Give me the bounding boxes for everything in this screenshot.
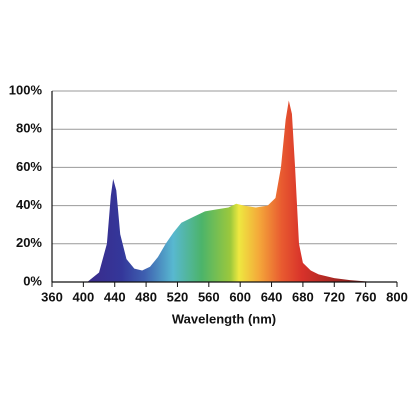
x-tick-label: 360 — [41, 289, 63, 304]
spectrum-area — [87, 100, 374, 282]
y-tick-label: 20% — [16, 235, 42, 250]
y-tick-label: 40% — [16, 197, 42, 212]
x-tick-label: 680 — [292, 289, 314, 304]
y-tick-label: 80% — [16, 121, 42, 136]
x-tick-label: 760 — [355, 289, 377, 304]
y-tick-label: 0% — [23, 273, 42, 288]
x-tick-label: 440 — [104, 289, 126, 304]
x-tick-label: 480 — [135, 289, 157, 304]
x-tick-label: 400 — [73, 289, 95, 304]
x-axis-label: Wavelength (nm) — [172, 311, 276, 326]
x-tick-label: 600 — [229, 289, 251, 304]
x-tick-label: 560 — [198, 289, 220, 304]
y-tick-label: 100% — [9, 82, 43, 97]
plot — [87, 100, 374, 282]
x-tick-label: 720 — [323, 289, 345, 304]
x-tick-label: 800 — [386, 289, 408, 304]
x-tick-label: 520 — [167, 289, 189, 304]
y-tick-label: 60% — [16, 159, 42, 174]
x-tick-label: 640 — [261, 289, 283, 304]
